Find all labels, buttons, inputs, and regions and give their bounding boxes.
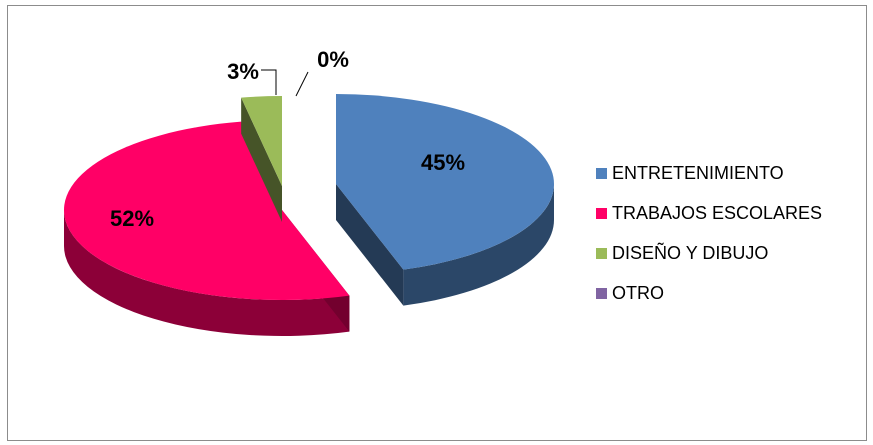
leader-line-diseno-y-dibujo xyxy=(261,69,277,95)
data-labels: 45% 52% 3% 0% xyxy=(110,47,465,231)
slice-trabajos-escolares xyxy=(64,121,350,336)
slices-layer xyxy=(64,94,555,336)
legend-swatch xyxy=(596,247,607,259)
data-label-diseno-y-dibujo: 3% xyxy=(227,59,259,84)
legend: ENTRETENIMIENTO TRABAJOS ESCOLARES DISEÑO … xyxy=(596,153,822,313)
legend-item-entretenimiento: ENTRETENIMIENTO xyxy=(596,153,822,193)
data-label-trabajos-escolares: 52% xyxy=(110,206,154,231)
legend-label: TRABAJOS ESCOLARES xyxy=(612,202,823,223)
legend-label: DISEÑO Y DIBUJO xyxy=(612,242,769,263)
data-label-otro: 0% xyxy=(317,47,349,72)
legend-label: ENTRETENIMIENTO xyxy=(612,162,784,183)
legend-item-diseno-y-dibujo: DISEÑO Y DIBUJO xyxy=(596,233,822,273)
slice-diseno-y-dibujo xyxy=(241,96,282,222)
slice-entretenimiento xyxy=(336,94,555,306)
data-label-entretenimiento: 45% xyxy=(421,150,465,175)
legend-swatch xyxy=(596,207,607,219)
legend-label: OTRO xyxy=(612,282,664,303)
legend-item-otro: OTRO xyxy=(596,273,822,313)
legend-item-trabajos-escolares: TRABAJOS ESCOLARES xyxy=(596,193,822,233)
legend-swatch xyxy=(596,167,607,179)
leader-lines xyxy=(261,69,309,97)
legend-swatch xyxy=(596,287,607,299)
leader-line-otro xyxy=(295,71,309,97)
